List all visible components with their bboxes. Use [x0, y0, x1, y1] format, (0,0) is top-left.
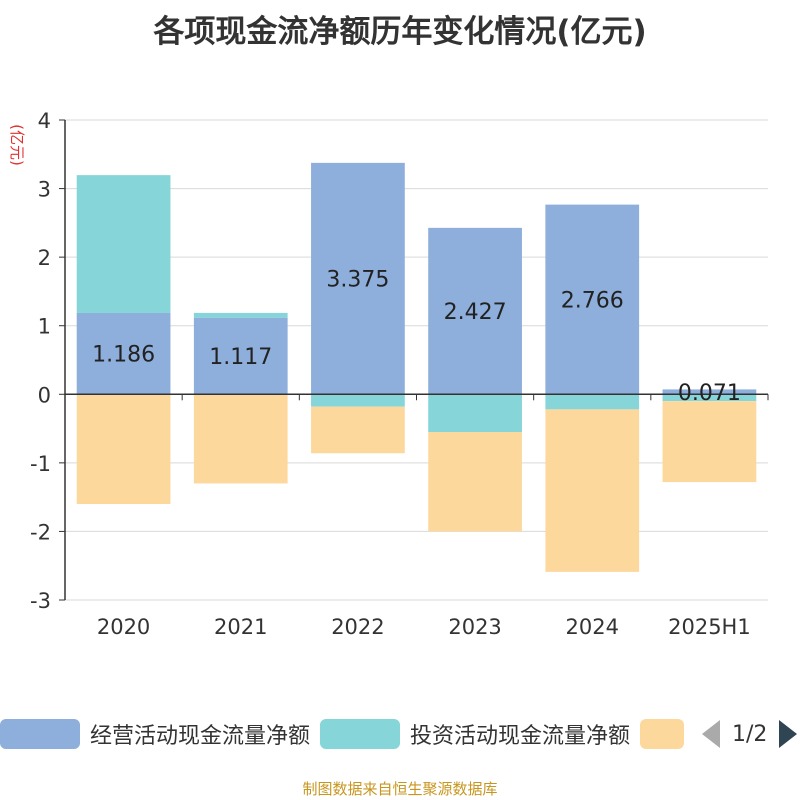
y-tick-label: -1 [30, 452, 51, 476]
y-tick-label: 1 [38, 315, 51, 339]
y-tick-label: -2 [30, 520, 51, 544]
bar-series0-2020 [76, 312, 171, 395]
legend-label-investing: 投资活动现金流量净额 [410, 724, 631, 749]
data-source-note: 制图数据来自恒生聚源数据库 [302, 780, 498, 798]
y-axis-title: (亿元) [8, 124, 26, 166]
data-label: 2.766 [561, 288, 624, 313]
y-tick-label: -3 [30, 589, 51, 613]
bar-series0-2021 [193, 317, 288, 395]
legend-item-financing[interactable] [640, 714, 684, 754]
legend-item-operating[interactable]: 经营活动现金流量净额 [0, 714, 310, 754]
x-tick-label: 2024 [566, 615, 619, 639]
data-label: 1.186 [92, 343, 155, 368]
bar-series1-2022 [311, 394, 405, 407]
legend-page-indicator: 1/2 [732, 721, 768, 747]
data-label: 1.117 [209, 345, 272, 370]
data-label: 2.427 [444, 300, 507, 325]
y-tick-label: 4 [38, 109, 51, 133]
x-tick-label: 2020 [97, 615, 150, 639]
data-label: 3.375 [326, 268, 389, 293]
legend-next-page-icon[interactable] [779, 720, 798, 748]
bar-series0-2025H1 [662, 389, 757, 395]
y-tick-label: 0 [38, 383, 51, 407]
chart-title: 各项现金流净额历年变化情况(亿元) [153, 14, 647, 50]
bar-series2-2020 [76, 394, 171, 504]
bar-series1-2020 [76, 175, 171, 313]
x-tick-label: 2021 [214, 615, 267, 639]
legend-swatch-investing [320, 719, 400, 749]
x-tick-label: 2023 [448, 615, 501, 639]
x-tick-label: 2022 [331, 615, 384, 639]
bar-series0-2023 [428, 227, 522, 395]
legend: 经营活动现金流量净额 投资活动现金流量净额 1/2 [0, 714, 800, 754]
x-tick-label: 2025H1 [668, 615, 751, 639]
legend-swatch-financing [640, 719, 684, 749]
legend-label-operating: 经营活动现金流量净额 [90, 724, 311, 749]
bar-series0-2024 [545, 204, 640, 395]
y-tick-label: 2 [38, 246, 51, 270]
bar-series1-2021 [193, 312, 288, 318]
bar-series1-2023 [428, 394, 522, 432]
y-tick-label: 3 [38, 178, 51, 202]
bar-series2-2025H1 [662, 401, 757, 483]
chart-plot-area: 4 3 2 1 0 -1 -2 -3 (亿元) 1.186 1.117 3.375 2.427 2.766… [8, 109, 769, 639]
bar-series1-2025H1 [662, 394, 757, 402]
bar-series0-2022 [311, 162, 405, 395]
bar-series2-2022 [311, 406, 405, 454]
data-label: 0.071 [678, 381, 741, 406]
bar-series2-2021 [193, 394, 288, 484]
bar-series1-2024 [545, 394, 640, 410]
legend-item-investing[interactable]: 投资活动现金流量净额 [320, 714, 630, 754]
bar-series2-2024 [545, 409, 640, 572]
legend-swatch-operating [0, 719, 80, 749]
bar-series2-2023 [428, 432, 522, 532]
legend-prev-page-icon[interactable] [702, 720, 720, 748]
legend-pager: 1/2 [702, 714, 798, 754]
